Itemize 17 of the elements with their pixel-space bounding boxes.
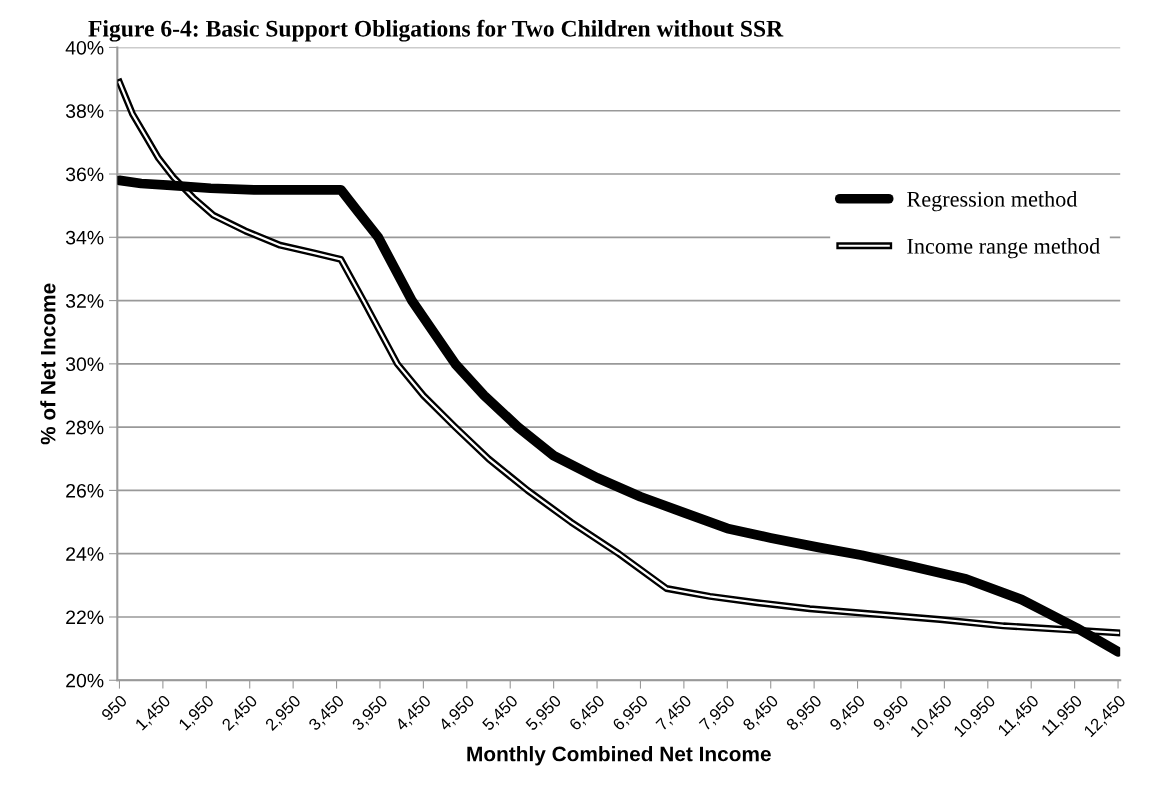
y-tick-label: 22% [66,610,104,625]
y-tick-label: 34% [65,230,104,245]
x-tick-label: 950 [100,694,128,722]
chart-title: Figure 6-4: Basic Support Obligations for Two Children without SSR [88,19,784,42]
y-tick-label: 40% [65,40,104,55]
y-tick-label: 28% [66,420,104,435]
y-axis-title: % of Net Income [40,283,56,445]
x-axis-title: Monthly Combined Net Income [467,746,771,766]
y-tick-label: 26% [66,483,104,498]
y-tick-label: 38% [65,104,104,118]
y-tick-label: 36% [65,167,104,182]
y-tick-label: 32% [65,294,104,308]
legend-label: Regression method [907,191,1078,212]
y-tick-label: 20% [66,673,104,688]
y-tick-label: 30% [65,357,104,372]
legend-label: Income range method [907,238,1100,259]
y-tick-label: 24% [66,547,104,561]
